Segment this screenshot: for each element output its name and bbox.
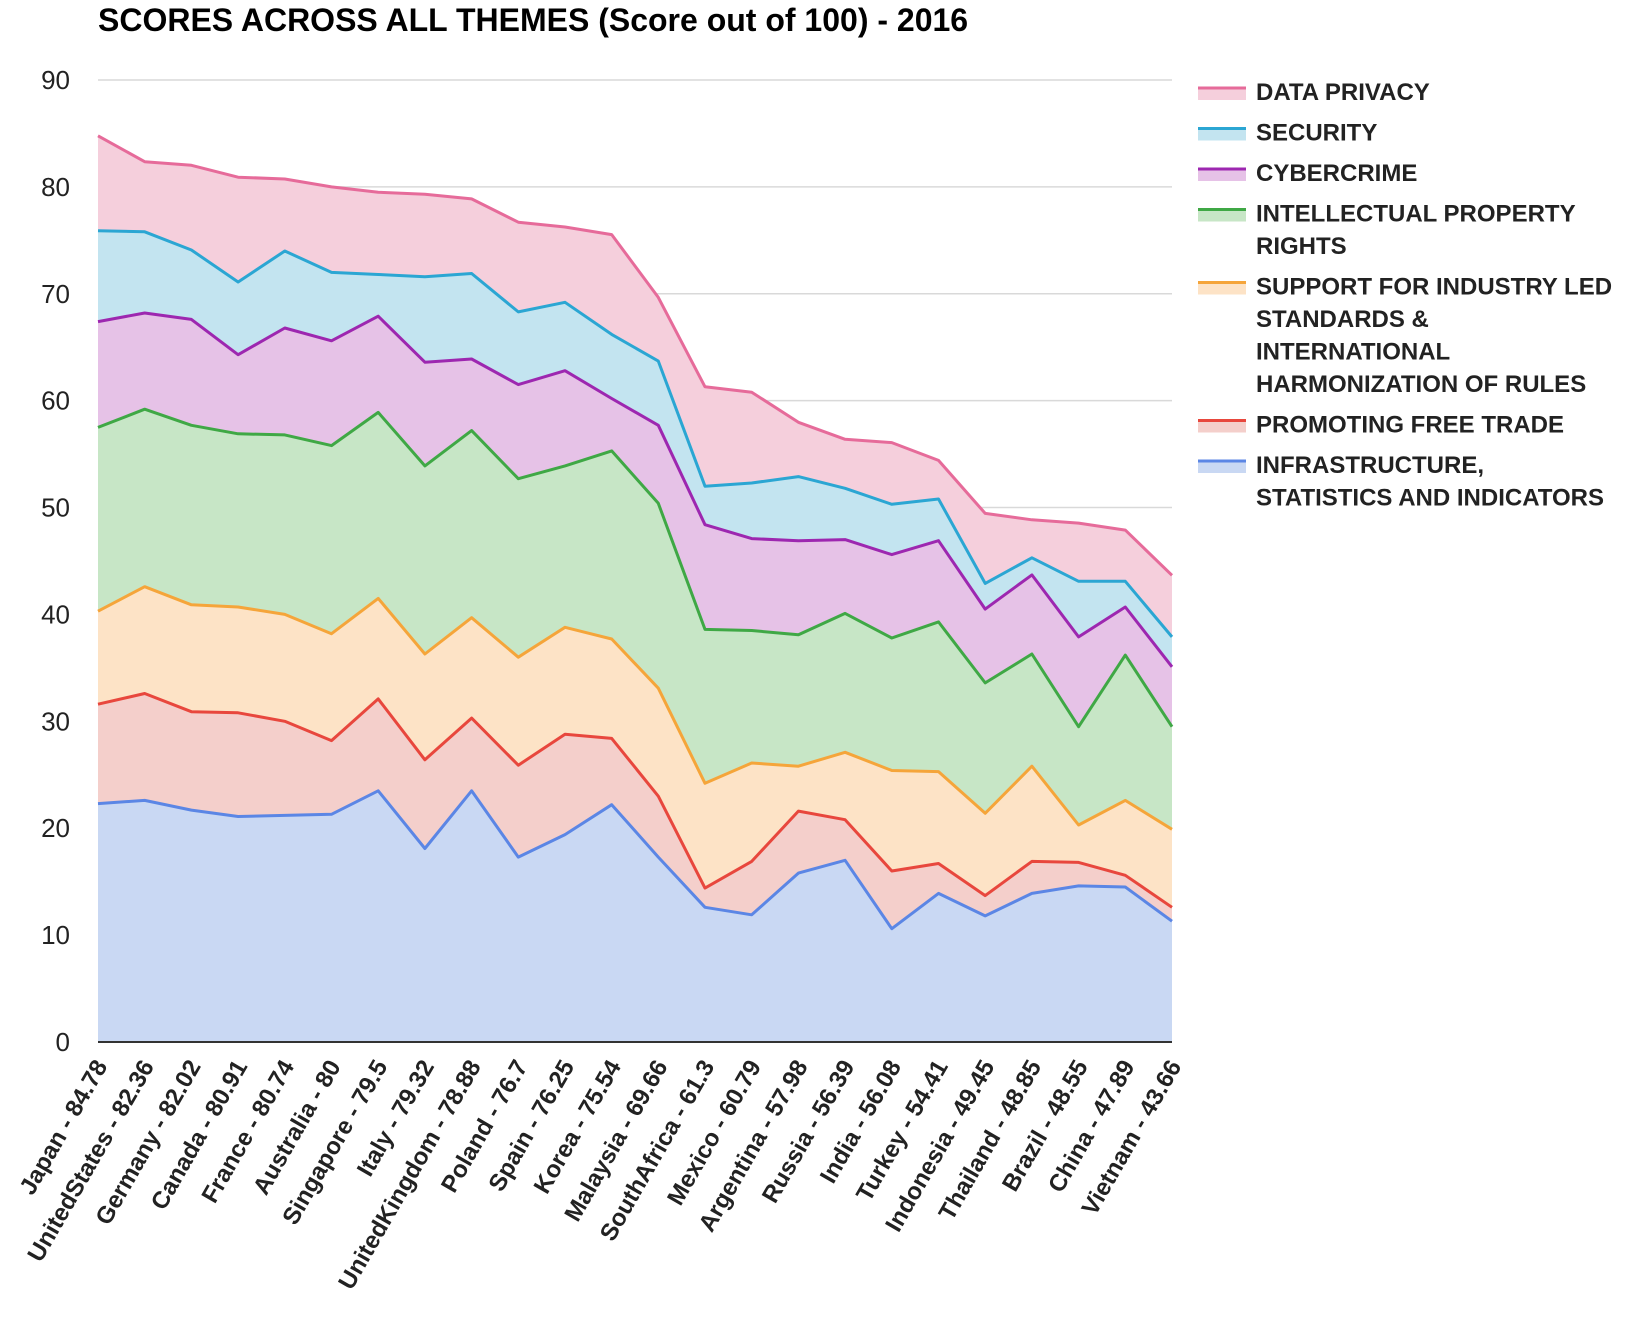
legend-label-line: SUPPORT FOR INDUSTRY LED [1256, 274, 1612, 301]
y-tick-label-20: 20 [41, 813, 70, 843]
area-support-for-industry-led-standards-international-harmonization-of-rules [98, 586, 1172, 908]
legend-label-line: RIGHTS [1256, 233, 1347, 260]
y-tick-label-50: 50 [41, 493, 70, 523]
area-cybercrime [98, 313, 1172, 727]
legend-swatch [1198, 282, 1246, 295]
line-intellectual-property-rights [97, 407, 1174, 729]
area-infrastructure-statistics-and-indicators [98, 790, 1172, 1042]
legend-item-security: SECURITY [1198, 120, 1377, 147]
legend-label-line: HARMONIZATION OF RULES [1256, 371, 1586, 398]
legend-label: INTELLECTUAL PROPERTY RIGHTS [1256, 201, 1576, 261]
legend-swatch [1198, 209, 1246, 222]
legend-swatch [1198, 420, 1246, 433]
chart-title: SCORES ACROSS ALL THEMES (Score out of 1… [98, 2, 969, 38]
y-tick-label-70: 70 [41, 279, 70, 309]
legend-label-line: STATISTICS AND INDICATORS [1256, 485, 1604, 512]
line-security [97, 229, 1174, 638]
legend-label: CYBERCRIME [1256, 160, 1417, 187]
legend-item-data-privacy: DATA PRIVACY [1198, 79, 1430, 106]
legend-label: PROMOTING FREE TRADE [1256, 412, 1564, 439]
legend-label: SECURITY [1256, 120, 1377, 147]
legend-swatch [1198, 169, 1246, 181]
area-intellectual-property-rights [98, 409, 1172, 830]
legend-label-line: STANDARDS & [1256, 306, 1429, 333]
legend-label: DATA PRIVACY [1256, 79, 1430, 106]
legend-item-intellectual-property-rights: INTELLECTUAL PROPERTY RIGHTS [1198, 201, 1576, 261]
legend: DATA PRIVACY SECURITY CYBERCRIME INTELLECTU… [1198, 79, 1612, 512]
legend-label-line: DATA PRIVACY [1256, 79, 1430, 106]
y-tick-label-0: 0 [56, 1027, 70, 1057]
legend-swatch [1198, 461, 1246, 473]
y-tick-label-30: 30 [41, 706, 70, 736]
legend-label: SUPPORT FOR INDUSTRY LED STANDARDS & INTER… [1256, 274, 1612, 399]
y-tick-label-90: 90 [41, 65, 70, 95]
legend-label-line: PROMOTING FREE TRADE [1256, 412, 1564, 439]
legend-label-line: INTERNATIONAL [1256, 339, 1450, 366]
area-fills [98, 135, 1172, 1042]
legend-swatch [1198, 128, 1246, 141]
y-tick-label-80: 80 [41, 172, 70, 202]
legend-label-line: SECURITY [1256, 120, 1377, 147]
line-promoting-free-trade [97, 692, 1173, 909]
y-tick-label-40: 40 [41, 599, 70, 629]
legend-item-infrastructure-statistics-and-indicators: INFRASTRUCTURE, STATISTICS AND INDICATORS [1198, 452, 1604, 512]
y-tick-label-60: 60 [41, 386, 70, 416]
legend-label-line: INFRASTRUCTURE, [1256, 452, 1484, 479]
line-cybercrime [97, 311, 1174, 668]
legend-label-line: CYBERCRIME [1256, 160, 1417, 187]
y-tick-label-10: 10 [41, 920, 70, 950]
legend-item-cybercrime: CYBERCRIME [1198, 160, 1417, 187]
area-data-privacy [98, 135, 1172, 637]
legend-item-support-for-industry-led-standards-international-harmonization-of-rules: SUPPORT FOR INDUSTRY LED STANDARDS & INTER… [1198, 274, 1612, 399]
series-lines [97, 134, 1174, 931]
legend-label: INFRASTRUCTURE, STATISTICS AND INDICATORS [1256, 452, 1604, 512]
area-security [98, 230, 1172, 667]
y-axis-tick-labels: 0 10 20 30 40 50 60 70 80 90 [41, 65, 70, 1057]
legend-swatch [1198, 88, 1246, 100]
legend-item-promoting-free-trade: PROMOTING FREE TRADE [1198, 412, 1564, 439]
legend-label-line: INTELLECTUAL PROPERTY [1256, 201, 1576, 228]
line-infrastructure-statistics-and-indicators [97, 789, 1173, 931]
line-data-privacy [97, 134, 1174, 577]
line-support-for-industry-led-standards-international-harmonization-of-rules [97, 585, 1173, 831]
